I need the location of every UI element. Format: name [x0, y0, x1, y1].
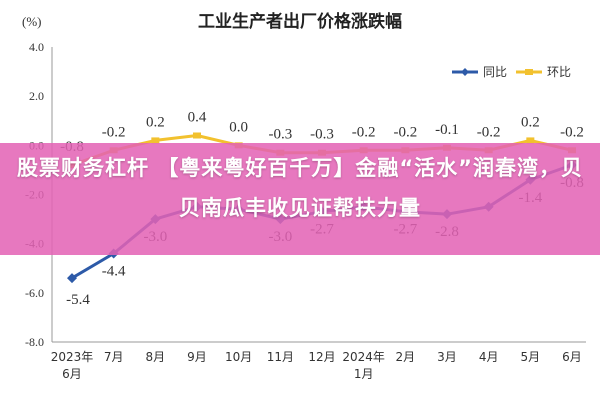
data-label: -0.2 [560, 124, 584, 140]
data-label: 0.4 [188, 110, 207, 126]
data-label: -0.2 [352, 124, 376, 140]
overlay-banner [0, 143, 600, 255]
data-label: -0.1 [435, 122, 459, 138]
x-tick-label: 2023年 [51, 350, 94, 364]
x-tick-label: 5月 [521, 350, 541, 364]
data-label: -0.3 [310, 127, 334, 143]
data-point [67, 273, 77, 284]
x-tick-label: 12月 [308, 350, 335, 364]
data-label: -0.2 [393, 124, 417, 140]
chart-title: 工业生产者出厂价格涨跌幅 [198, 11, 402, 32]
legend-label: 环比 [547, 65, 571, 79]
data-label: 0.2 [146, 114, 165, 130]
x-tick-label: 10月 [225, 350, 252, 364]
y-tick-label: 4.0 [29, 40, 44, 54]
data-point [193, 132, 201, 139]
data-label: -0.2 [477, 124, 501, 140]
legend: 同比 环比 [452, 65, 571, 79]
x-tick-label: 2月 [396, 350, 416, 364]
legend-label: 同比 [483, 65, 507, 79]
data-label: -0.2 [102, 124, 126, 140]
data-label: -4.4 [102, 264, 126, 280]
data-label: 0.2 [521, 114, 540, 130]
x-tick-label: 7月 [104, 350, 124, 364]
overlay-headline[interactable]: 股票财务杠杆 【粤来粤好百千万】金融“活水”润春湾，贝贝南瓜丰收见证帮扶力量 [17, 156, 583, 220]
y-tick-label: 2.0 [29, 89, 44, 103]
x-tick-label: 4月 [479, 350, 499, 364]
data-point [526, 137, 535, 144]
x-tick-label: 6月 [62, 367, 82, 381]
x-tick-label: 3月 [437, 350, 457, 364]
y-tick-label: -6.0 [25, 286, 44, 300]
data-label: -5.4 [66, 292, 90, 308]
data-label: 0.0 [229, 119, 248, 135]
data-point [151, 137, 160, 144]
x-tick-label: 9月 [187, 350, 207, 364]
y-tick-label: -8.0 [25, 335, 44, 349]
legend-marker [525, 69, 533, 75]
x-tick-label: 2024年 [342, 350, 385, 364]
y-axis-unit: (%) [22, 14, 42, 29]
legend-marker [461, 68, 469, 76]
data-label: -0.3 [268, 127, 292, 143]
x-tick-label: 6月 [562, 350, 582, 364]
x-tick-label: 8月 [146, 350, 166, 364]
x-tick-label: 11月 [267, 350, 294, 364]
x-tick-label: 1月 [354, 367, 374, 381]
